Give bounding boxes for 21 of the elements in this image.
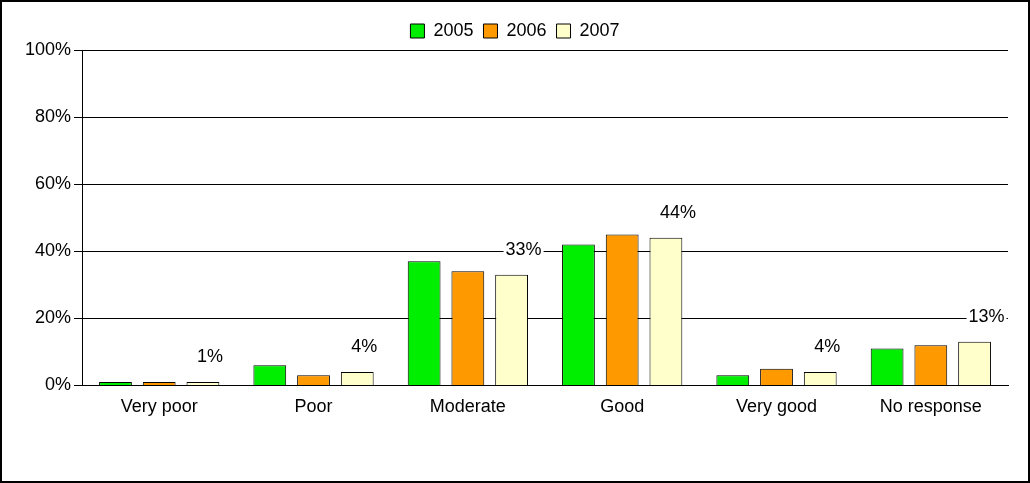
data-label: 4%	[814, 335, 841, 356]
x-tick-label: No response	[879, 396, 982, 417]
x-tick-label: Very good	[735, 396, 818, 417]
data-label: 4%	[351, 335, 378, 356]
y-tick-label: 100%	[24, 38, 72, 59]
legend-label: 2007	[579, 19, 620, 40]
x-tick-label: Moderate	[429, 396, 506, 417]
y-tick-label: 40%	[35, 240, 72, 261]
data-label: 13%	[968, 305, 1005, 326]
y-tick-label: 20%	[35, 307, 72, 328]
x-tick-label: Very poor	[120, 396, 198, 417]
legend-label: 2005	[433, 19, 474, 40]
x-tick-label: Good	[600, 396, 645, 417]
x-tick-label: Poor	[294, 396, 333, 417]
y-tick-label: 0%	[45, 374, 72, 395]
y-tick-label: 80%	[35, 106, 72, 127]
legend-label: 2006	[506, 19, 547, 40]
y-tick-label: 60%	[35, 173, 72, 194]
data-label: 44%	[659, 201, 696, 222]
data-label: 33%	[505, 238, 542, 259]
data-label: 1%	[196, 346, 223, 367]
